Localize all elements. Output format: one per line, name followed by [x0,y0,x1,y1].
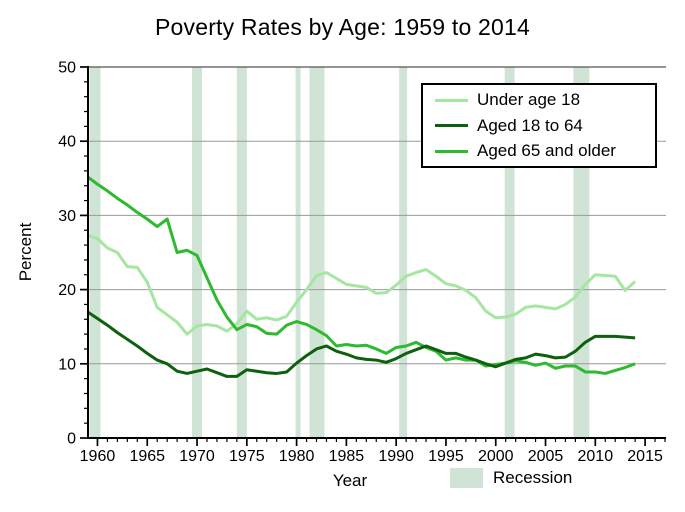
x-tick-label: 2015 [627,448,663,465]
series-line-aged-18-to-64 [86,310,636,378]
y-axis-title: Percent [16,222,35,282]
chart-title: Poverty Rates by Age: 1959 to 2014 [154,14,531,40]
recession-band [89,67,101,438]
legend-label-aged-65-and-older: Aged 65 and older [477,141,616,160]
recession-band [295,67,301,438]
x-tick-label: 2005 [528,448,564,465]
x-tick-label: 1965 [129,448,165,465]
series-line-aged-65-and-older [86,175,636,375]
recession-band [399,67,408,438]
y-tick-label: 10 [58,356,76,373]
recession-swatch [450,468,483,488]
legend-item-under-age-18: Under age 18 [423,88,655,113]
legend-label-under-age-18: Under age 18 [477,90,581,109]
legend-item-aged-18-to-64: Aged 18 to 64 [423,113,655,138]
legend-label-aged-18-to-64: Aged 18 to 64 [477,115,583,135]
recession-band [192,67,203,438]
recession-label: Recession [493,468,573,487]
recession-band [504,67,515,438]
series-legend: Under age 18 Aged 18 to 64 Aged 65 and o… [421,83,657,168]
x-tick-label: 1960 [80,448,116,465]
x-tick-label: 1970 [179,448,215,465]
x-tick-label: 1975 [229,448,265,465]
recession-band [236,67,247,438]
y-tick-label: 20 [58,282,76,299]
legend-item-aged-65-and-older: Aged 65 and older [423,139,655,164]
y-tick-label: 0 [67,431,76,448]
legend-line-swatch-under-age-18 [435,98,468,102]
y-tick-label: 30 [58,208,76,225]
x-tick-label: 1985 [329,448,365,465]
x-tick-label: 1995 [428,448,464,465]
x-axis-title: Year [332,471,368,490]
recession-legend: Recession [450,468,572,488]
series-line-under-age-18 [87,233,637,336]
legend-line-swatch-aged-18-to-64 [435,124,468,127]
x-tick-label: 2000 [478,448,514,465]
y-tick-label: 40 [58,134,76,151]
legend-line-swatch-aged-65-and-older [435,149,468,153]
x-tick-label: 1990 [378,448,414,465]
recession-band [309,67,325,438]
y-tick-label: 50 [58,60,76,77]
x-tick-label: 2010 [578,448,614,465]
x-tick-label: 1980 [279,448,315,465]
